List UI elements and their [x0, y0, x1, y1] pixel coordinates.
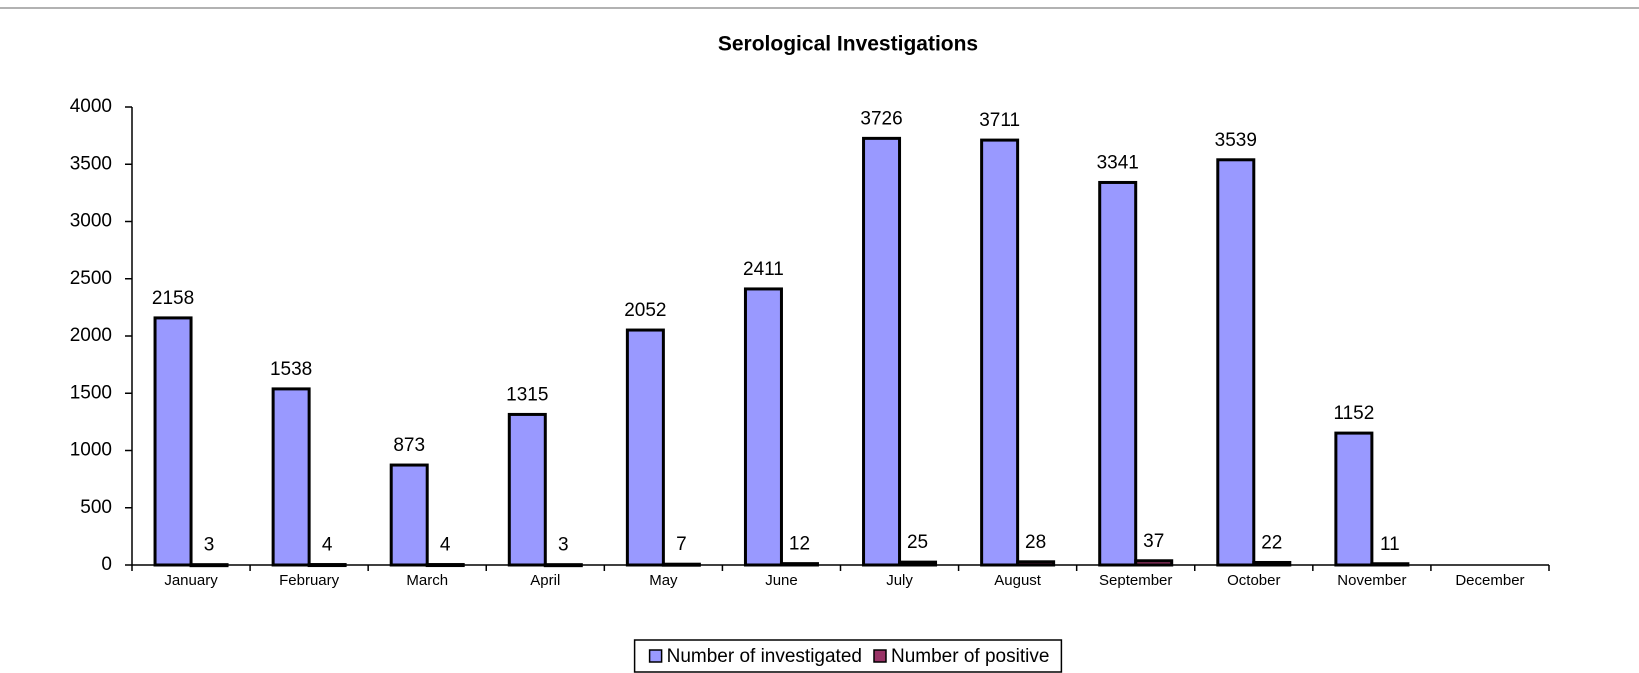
- legend-label: Number of positive: [891, 646, 1049, 667]
- x-tick-label: December: [1455, 572, 1524, 589]
- data-label: 873: [393, 435, 425, 456]
- bar: [1216, 158, 1256, 567]
- y-tick-label: 500: [80, 497, 112, 518]
- x-tick-label: October: [1227, 572, 1280, 589]
- bar: [153, 316, 193, 567]
- data-label: 3: [204, 535, 215, 556]
- bar: [1098, 180, 1138, 567]
- data-label: 37: [1143, 531, 1164, 552]
- x-tick-label: February: [279, 572, 340, 589]
- data-label: 3726: [860, 108, 902, 129]
- legend-swatch: [648, 649, 663, 663]
- data-label: 28: [1025, 532, 1046, 553]
- y-tick-label: 3500: [70, 153, 112, 174]
- data-label: 1538: [270, 359, 312, 380]
- data-label: 1152: [1333, 403, 1374, 424]
- y-tick-label: 2000: [70, 325, 112, 346]
- data-label: 22: [1261, 532, 1282, 553]
- bar: [625, 328, 665, 567]
- bar: [1134, 559, 1174, 567]
- bar: [1252, 560, 1292, 567]
- data-label: 12: [789, 534, 810, 555]
- data-label: 2052: [624, 300, 666, 321]
- y-tick-label: 1000: [70, 440, 112, 461]
- bar: [189, 563, 229, 568]
- data-label: 3539: [1215, 130, 1257, 151]
- x-tick-label: April: [530, 572, 560, 589]
- data-label: 25: [907, 532, 928, 553]
- y-tick-label: 2500: [70, 268, 112, 289]
- bar: [1370, 562, 1410, 567]
- bar: [862, 136, 902, 567]
- bar: [543, 563, 583, 568]
- data-label: 2411: [743, 259, 784, 280]
- x-tick-label: July: [886, 572, 913, 589]
- bar: [661, 562, 701, 567]
- bar: [271, 387, 311, 567]
- chart-title: Serological Investigations: [718, 33, 978, 56]
- legend-box: [633, 639, 1063, 673]
- y-tick-label: 4000: [70, 96, 112, 117]
- bar: [507, 412, 547, 567]
- x-tick-label: September: [1099, 572, 1172, 589]
- x-tick-label: November: [1337, 572, 1406, 589]
- y-tick-label: 3000: [70, 211, 112, 232]
- bar: [980, 138, 1020, 567]
- data-label: 2158: [152, 288, 194, 309]
- y-tick-label: 0: [101, 554, 112, 575]
- data-label: 3341: [1097, 152, 1139, 173]
- data-label: 7: [676, 534, 687, 555]
- data-label: 3: [558, 535, 569, 556]
- data-label: 3711: [979, 110, 1020, 131]
- data-label: 11: [1380, 534, 1400, 555]
- bar: [425, 563, 465, 568]
- bar: [307, 563, 347, 568]
- bar: [898, 560, 938, 567]
- legend-label: Number of investigated: [667, 646, 862, 667]
- data-label: 4: [322, 535, 333, 556]
- x-tick-label: June: [765, 572, 798, 589]
- data-label: 4: [440, 535, 451, 556]
- data-label: 1315: [506, 384, 548, 405]
- x-tick-label: March: [406, 572, 448, 589]
- x-tick-label: May: [649, 572, 678, 589]
- bar: [743, 287, 783, 567]
- bar: [779, 562, 819, 567]
- x-tick-label: August: [994, 572, 1042, 589]
- bar: [1334, 431, 1374, 567]
- y-tick-label: 1500: [70, 382, 112, 403]
- x-tick-label: January: [164, 572, 218, 589]
- bar: [389, 463, 429, 567]
- bar: [1016, 560, 1056, 567]
- legend-swatch: [873, 649, 887, 663]
